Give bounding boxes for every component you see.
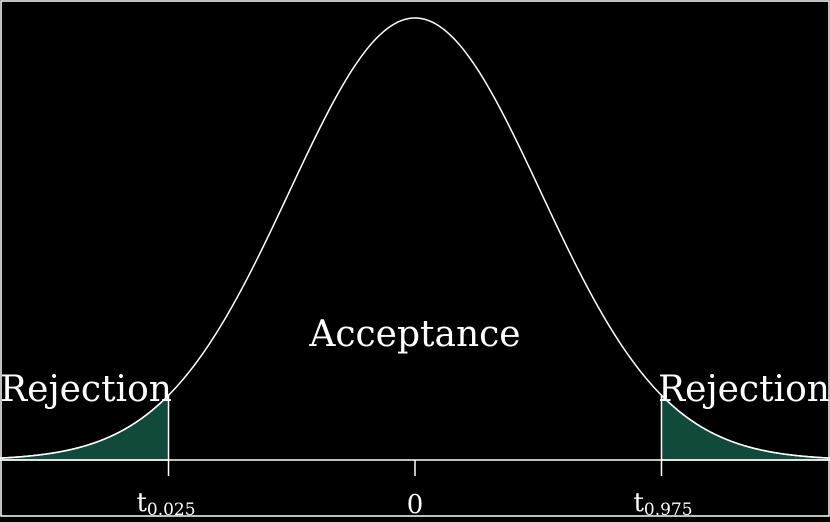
- left-rejection-label: Rejection: [0, 369, 172, 410]
- tick-label-lower-critical: t0.025: [136, 488, 195, 517]
- acceptance-label: Acceptance: [308, 314, 520, 355]
- density-curve: [0, 17, 830, 459]
- tick-marks: [167, 460, 663, 476]
- tick-label-zero: 0: [407, 490, 424, 517]
- right-rejection-label: Rejection: [658, 369, 830, 410]
- tick-label-upper-critical: t0.975: [633, 488, 692, 517]
